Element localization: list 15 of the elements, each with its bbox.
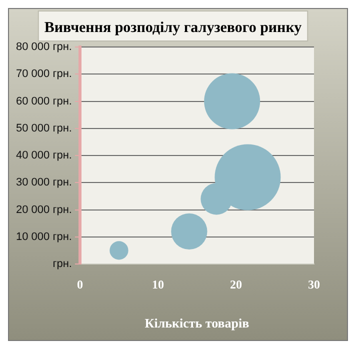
- y-tick-label: 50 000 грн.: [16, 122, 72, 134]
- x-tick-label: 30: [308, 277, 320, 292]
- chart-title: Вивчення розподілу галузевого ринку: [44, 20, 302, 36]
- y-tick-label: 10 000 грн.: [16, 230, 72, 243]
- y-tick-label: грн.: [52, 258, 72, 270]
- y-tick-label: 30 000 грн.: [16, 176, 72, 189]
- y-tick-label: 20 000 грн.: [16, 204, 72, 216]
- x-tick-label: 0: [76, 277, 83, 292]
- x-tick-label: 10: [152, 277, 164, 292]
- y-tick-label: 60 000 грн.: [16, 95, 72, 108]
- y-tick-label: 70 000 грн.: [16, 68, 72, 80]
- y-tick-label: 80 000 грн.: [16, 41, 72, 54]
- x-axis-title: Кількість товарів: [144, 316, 250, 331]
- x-tick-label: 20: [230, 277, 242, 292]
- y-tick-label: 40 000 грн.: [16, 150, 72, 162]
